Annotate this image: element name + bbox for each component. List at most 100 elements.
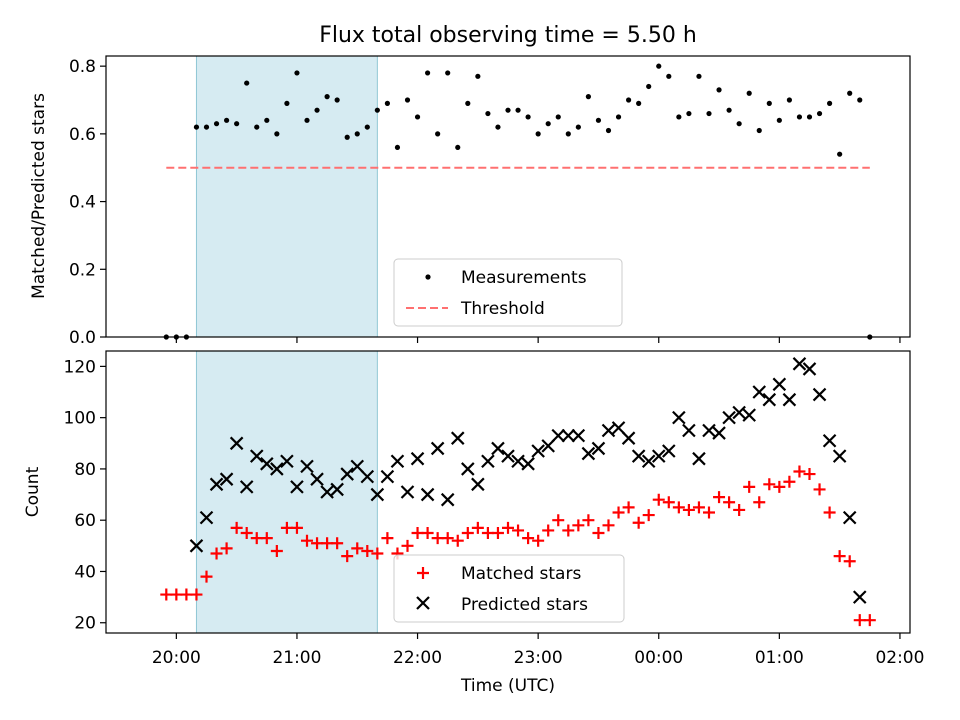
measurement-point — [776, 117, 782, 123]
matched-star-point — [351, 542, 364, 555]
predicted-star-point — [260, 457, 274, 471]
matched-star-point — [170, 588, 183, 601]
measurement-point — [585, 94, 592, 100]
measurement-point — [696, 73, 702, 79]
predicted-star-point — [782, 392, 797, 407]
bottom-ytick-label: 40 — [74, 562, 96, 582]
measurement-point — [354, 131, 360, 137]
bottom-xtick-label: 21:00 — [272, 648, 321, 668]
predicted-star-point — [521, 457, 535, 471]
matched-star-point — [863, 614, 876, 627]
predicted-star-point — [641, 454, 656, 469]
bottom-xtick-label: 02:00 — [875, 648, 924, 668]
matched-star-point — [311, 537, 324, 550]
legend-matched-label: Matched stars — [461, 564, 581, 584]
predicted-star-point — [390, 454, 405, 469]
matched-star-point — [411, 527, 424, 540]
predicted-star-point — [430, 441, 445, 456]
top-legend-box — [393, 258, 623, 327]
predicted-star-point — [812, 387, 827, 402]
measurement-point — [224, 117, 230, 123]
matched-star-point — [642, 509, 655, 522]
bottom-xtick-label: 23:00 — [514, 648, 563, 668]
predicted-star-point — [491, 441, 505, 456]
measurement-point — [425, 70, 431, 76]
legend-predicted-marker — [416, 596, 430, 610]
measurement-point — [525, 114, 531, 120]
measurement-point — [465, 100, 471, 106]
matched-star-point — [471, 521, 484, 534]
measurement-point — [304, 117, 310, 123]
matched-star-point — [823, 506, 836, 519]
predicted-star-point — [852, 590, 867, 604]
measurement-point — [636, 100, 642, 106]
measurement-point — [595, 117, 602, 123]
matched-star-point — [542, 524, 555, 537]
measurement-point — [666, 73, 672, 79]
measurement-point — [746, 90, 752, 96]
top-ytick-label: 0.4 — [69, 193, 96, 213]
matched-star-point — [632, 516, 645, 529]
matched-star-point — [481, 527, 494, 540]
matched-star-point — [652, 493, 665, 506]
matched-star-point — [552, 514, 565, 527]
measurement-point — [334, 97, 340, 103]
predicted-star-point — [651, 449, 666, 463]
x-axis-label: Time (UTC) — [460, 676, 555, 696]
predicted-star-point — [239, 480, 254, 494]
matched-star-point — [401, 539, 414, 552]
matched-star-point — [522, 532, 535, 545]
measurement-point — [404, 97, 411, 103]
bottom-ytick-label: 100 — [64, 409, 96, 429]
matched-star-point — [180, 588, 193, 601]
predicted-star-point — [631, 449, 646, 463]
matched-star-point — [210, 547, 223, 560]
measurement-point — [193, 124, 200, 130]
predicted-star-point — [380, 469, 395, 484]
predicted-star-point — [420, 487, 435, 502]
matched-star-point — [301, 534, 313, 547]
predicted-star-point — [511, 454, 525, 469]
measurement-point — [796, 114, 803, 120]
bottom-ytick-label: 80 — [74, 460, 96, 480]
measurement-point — [565, 131, 571, 137]
predicted-star-point — [802, 362, 817, 376]
measurement-point — [294, 70, 300, 76]
predicted-star-point — [280, 454, 294, 469]
predicted-star-point — [792, 357, 807, 371]
matched-star-point — [753, 496, 766, 509]
measurement-point — [535, 131, 541, 137]
matched-star-point — [853, 614, 866, 627]
measurement-point — [726, 107, 732, 113]
matched-star-point — [783, 475, 796, 488]
measurement-point — [384, 100, 390, 106]
matched-star-point — [341, 550, 354, 563]
measurement-point — [234, 121, 240, 127]
predicted-star-point — [481, 454, 495, 469]
matched-star-point — [502, 521, 514, 534]
measurement-point — [686, 110, 692, 117]
matched-star-point — [260, 532, 273, 545]
matched-star-point — [743, 480, 756, 493]
predicted-star-point — [501, 449, 515, 463]
predicted-star-point — [722, 410, 736, 425]
measurement-point — [656, 63, 662, 69]
bottom-ytick-label: 60 — [74, 511, 96, 531]
predicted-star-point — [300, 459, 314, 474]
predicted-star-point — [249, 449, 264, 463]
bottom-panel: 20 40 60 80 100 120 20:00 21:00 22:00 23:00 00:00 0… — [64, 350, 924, 668]
matched-star-point — [461, 527, 474, 540]
predicted-star-point — [561, 428, 576, 443]
matched-star-point — [582, 514, 595, 527]
bottom-xtick-label: 20:00 — [152, 648, 201, 668]
measurement-point — [274, 131, 280, 137]
top-observing-window — [195, 55, 378, 338]
measurement-point — [254, 124, 260, 130]
predicted-star-point — [310, 472, 324, 486]
predicted-star-point — [229, 436, 244, 451]
measurement-point — [435, 131, 441, 137]
matched-star-point — [612, 506, 625, 519]
predicted-star-point — [752, 385, 767, 399]
matched-star-point — [270, 544, 283, 557]
measurement-point — [816, 110, 823, 117]
